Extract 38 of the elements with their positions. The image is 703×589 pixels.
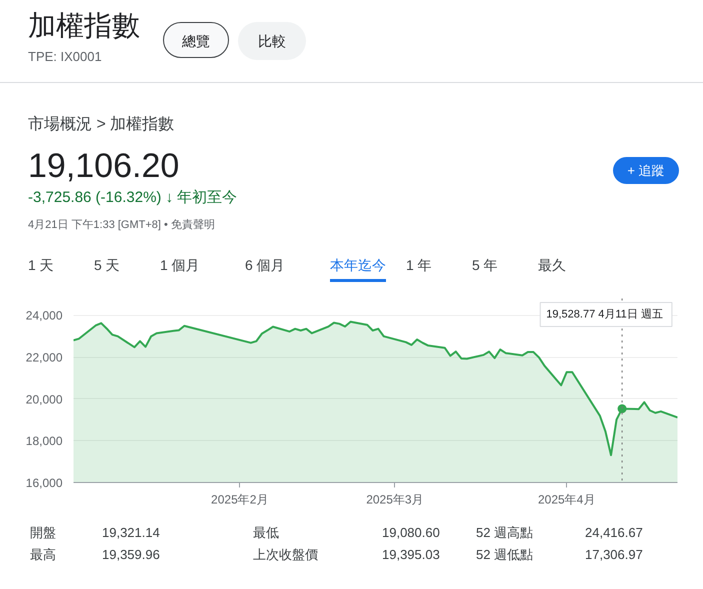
x-tick-label: 2025年3月: [366, 492, 424, 506]
text: 19,395.03: [382, 546, 441, 564]
chart-title: 加權指數: [28, 9, 140, 43]
x-tick-label: 2025年2月: [211, 492, 268, 506]
text: 5 年: [472, 256, 498, 275]
text: 上次收盤價: [253, 546, 319, 564]
text: 52 週低點: [476, 546, 534, 564]
text: + 追蹤: [613, 157, 679, 184]
text: 比較: [238, 22, 306, 60]
y-tick-label: 20,000: [26, 392, 63, 406]
text: 1 年: [406, 256, 432, 275]
chart-subtitle: TPE: IX0001: [28, 48, 102, 66]
text: 最久: [538, 256, 566, 275]
text: 開盤: [30, 524, 57, 542]
text: 最高: [30, 546, 57, 564]
text: 本年迄今: [330, 255, 386, 282]
y-tick-label: 24,000: [26, 308, 63, 323]
text: 19,321.14: [102, 524, 161, 542]
y-tick-label: 22,000: [26, 350, 63, 365]
text: 52 週高點: [476, 524, 534, 542]
y-tick-label: 16,000: [26, 476, 63, 490]
x-tick-label: 2025年4月: [538, 492, 596, 506]
text: 市場概況 > 加權指數: [28, 114, 174, 135]
text: 17,306.97: [585, 546, 644, 564]
text: 19,106.20: [28, 146, 180, 187]
text: 最低: [253, 524, 280, 542]
text: 總覽: [163, 22, 229, 58]
text: 1 個月: [160, 256, 200, 275]
text: 4月21日 下午1:33 [GMT+8] • 免責聲明: [28, 218, 215, 233]
text: 19,080.60: [382, 524, 441, 542]
text: 19,359.96: [102, 546, 161, 564]
y-tick-label: 18,000: [26, 434, 63, 448]
text: 24,416.67: [585, 524, 644, 542]
ref-line-label: 19,528.77 4月11日 週五: [546, 308, 663, 320]
text: 5 天: [94, 256, 120, 275]
text: 6 個月: [245, 256, 285, 275]
text: 1 天: [28, 256, 54, 275]
text: -3,725.86 (-16.32%) ↓ 年初至今: [28, 188, 238, 208]
